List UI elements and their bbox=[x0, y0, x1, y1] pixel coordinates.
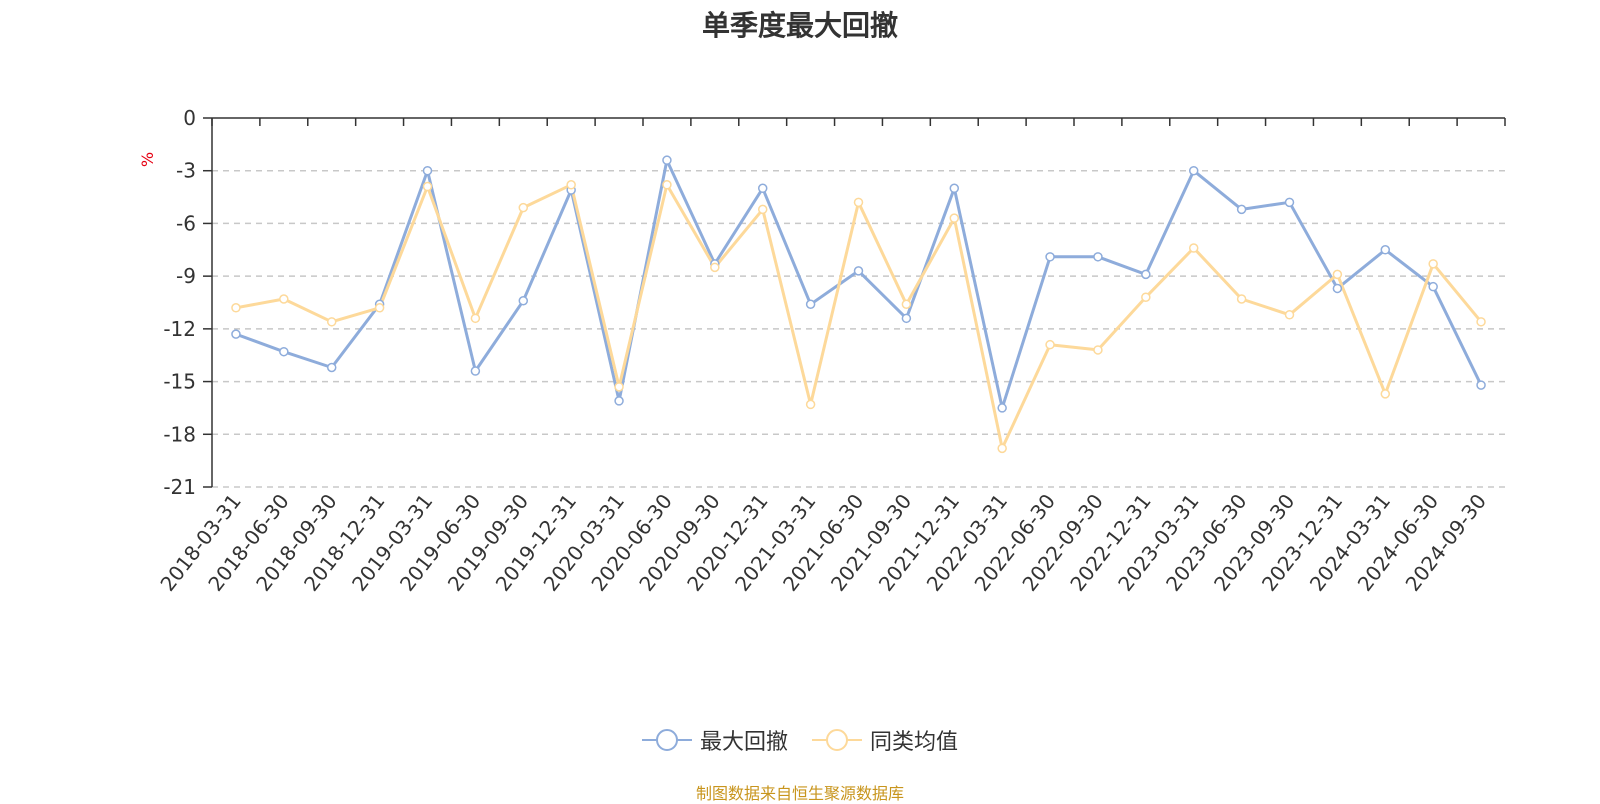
data-point-max-drawdown bbox=[422, 165, 433, 176]
legend-label-max-drawdown: 最大回撤 bbox=[699, 730, 788, 755]
legend: 最大回撤 同类均值 bbox=[0, 720, 1600, 760]
data-point-peer-average bbox=[518, 202, 529, 213]
data-point-peer-average bbox=[326, 317, 337, 327]
data-point-peer-average bbox=[566, 180, 576, 190]
data-point-peer-average bbox=[1236, 294, 1247, 304]
data-point-peer-average bbox=[805, 399, 816, 410]
data-point-peer-average bbox=[1428, 259, 1438, 269]
data-point-max-drawdown bbox=[1141, 269, 1151, 280]
data-point-peer-average bbox=[1141, 292, 1151, 302]
data-point-peer-average bbox=[710, 262, 720, 273]
data-point-max-drawdown bbox=[326, 362, 337, 373]
grid-lines bbox=[212, 169, 1505, 488]
y-tick-label: -6 bbox=[176, 211, 196, 235]
data-point-peer-average bbox=[757, 204, 768, 215]
data-point-max-drawdown bbox=[901, 313, 912, 324]
legend-item-peer-average[interactable]: 同类均值 bbox=[812, 724, 958, 756]
data-point-max-drawdown bbox=[1045, 252, 1055, 262]
data-point-max-drawdown bbox=[949, 183, 960, 194]
data-point-peer-average bbox=[1476, 317, 1486, 327]
data-point-max-drawdown bbox=[1188, 165, 1199, 176]
data-point-peer-average bbox=[1045, 339, 1055, 350]
data-point-peer-average bbox=[1093, 345, 1103, 355]
data-point-max-drawdown bbox=[1476, 380, 1486, 390]
data-point-peer-average bbox=[662, 180, 672, 190]
data-point-peer-average bbox=[231, 303, 241, 313]
data-point-max-drawdown bbox=[614, 396, 624, 406]
y-tick-label: -12 bbox=[163, 317, 196, 341]
source-note: 制图数据来自恒生聚源数据库 bbox=[695, 784, 904, 803]
y-tick-label: -3 bbox=[176, 159, 196, 183]
data-point-max-drawdown bbox=[279, 346, 289, 357]
legend-swatch-peer-average-icon bbox=[812, 729, 862, 751]
data-point-peer-average bbox=[949, 213, 960, 223]
data-point-max-drawdown bbox=[1284, 197, 1295, 208]
data-point-peer-average bbox=[853, 197, 864, 208]
data-point-peer-average bbox=[470, 313, 481, 324]
legend-item-max-drawdown[interactable]: 最大回撤 bbox=[641, 724, 788, 756]
line-chart-plot: 0-3-6-9-12-15-18-212018-03-312018-06-302… bbox=[155, 106, 1506, 596]
data-point-peer-average bbox=[901, 299, 912, 310]
data-point-peer-average bbox=[279, 294, 289, 304]
data-point-peer-average bbox=[1284, 310, 1295, 320]
y-tick-label: 0 bbox=[183, 106, 196, 130]
legend-label-peer-average: 同类均值 bbox=[870, 730, 959, 755]
y-tick-label: -9 bbox=[176, 264, 196, 288]
data-point-peer-average bbox=[1188, 243, 1199, 253]
axes bbox=[203, 117, 1506, 488]
data-point-peer-average bbox=[374, 303, 385, 313]
data-point-max-drawdown bbox=[1236, 204, 1247, 215]
data-point-max-drawdown bbox=[1428, 281, 1438, 292]
data-point-max-drawdown bbox=[662, 155, 672, 165]
data-point-peer-average bbox=[614, 382, 624, 392]
data-point-peer-average bbox=[1380, 389, 1391, 399]
data-point-max-drawdown bbox=[231, 329, 241, 339]
data-point-peer-average bbox=[1332, 269, 1343, 280]
data-point-max-drawdown bbox=[853, 266, 864, 276]
data-point-max-drawdown bbox=[1332, 283, 1343, 294]
chart-title: 单季度最大回撤 bbox=[701, 9, 898, 42]
data-point-max-drawdown bbox=[470, 366, 481, 376]
data-point-max-drawdown bbox=[805, 299, 816, 310]
y-tick-label: -18 bbox=[163, 422, 196, 446]
data-point-max-drawdown bbox=[757, 183, 768, 194]
data-point-peer-average bbox=[422, 181, 433, 192]
data-point-peer-average bbox=[997, 443, 1007, 454]
legend-swatch-max-drawdown-icon bbox=[641, 729, 692, 751]
data-point-max-drawdown bbox=[997, 403, 1007, 413]
data-point-max-drawdown bbox=[518, 295, 529, 306]
series-line-peer-average bbox=[234, 183, 1483, 450]
y-tick-label: -15 bbox=[163, 370, 196, 394]
data-point-max-drawdown bbox=[1093, 252, 1103, 262]
y-tick-label: -21 bbox=[163, 475, 196, 499]
data-points bbox=[231, 155, 1486, 454]
data-point-max-drawdown bbox=[1380, 245, 1391, 255]
